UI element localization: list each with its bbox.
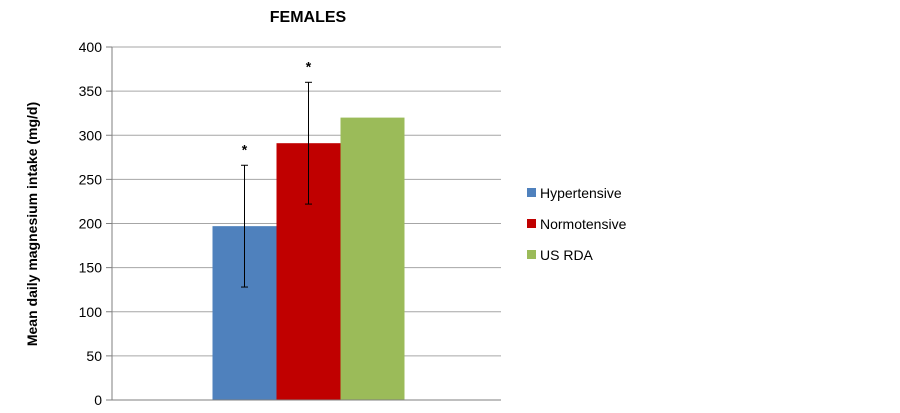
significance-asterisk: * xyxy=(306,58,312,74)
legend-label-us-rda: US RDA xyxy=(540,247,594,263)
y-tick-label: 300 xyxy=(79,127,103,143)
legend: Hypertensive Normotensive US RDA xyxy=(527,185,627,263)
chart-title: FEMALES xyxy=(270,9,347,26)
y-tick-label: 350 xyxy=(79,83,103,99)
y-tick-label: 400 xyxy=(79,39,103,55)
legend-swatch-us-rda xyxy=(527,250,536,259)
y-axis-title: Mean daily magnesium intake (mg/d) xyxy=(24,102,40,346)
y-tick-label: 50 xyxy=(86,348,102,364)
y-tick-label: 250 xyxy=(79,171,103,187)
y-tick-label: 150 xyxy=(79,260,103,276)
bar-us-rda xyxy=(340,117,405,400)
y-tick-label: 200 xyxy=(79,216,103,232)
error-bars: ** xyxy=(241,58,312,288)
axes: 0 50 100 150 200 250 300 350 400 xyxy=(79,39,501,408)
legend-label-hypertensive: Hypertensive xyxy=(540,185,622,201)
legend-swatch-normotensive xyxy=(527,219,536,228)
legend-swatch-hypertensive xyxy=(527,188,536,197)
legend-label-normotensive: Normotensive xyxy=(540,216,627,232)
y-tick-label: 100 xyxy=(79,304,103,320)
y-tick-label: 0 xyxy=(94,392,102,408)
significance-asterisk: * xyxy=(242,141,248,157)
